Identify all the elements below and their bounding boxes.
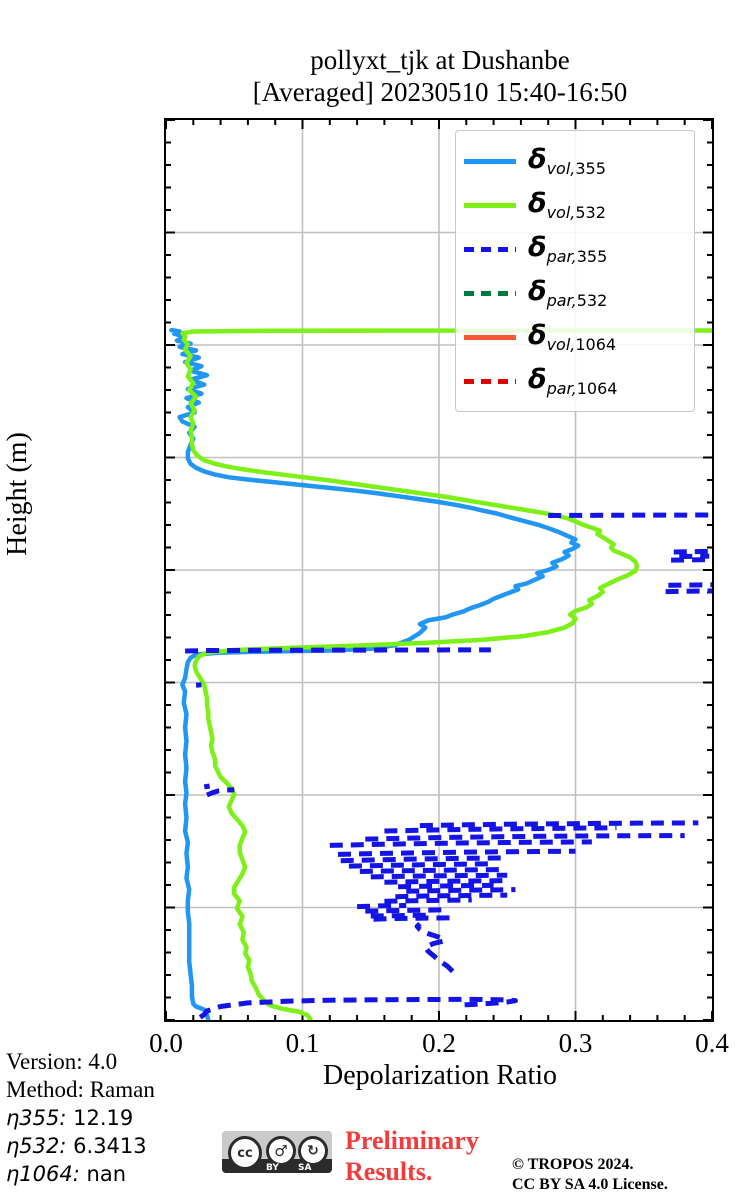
title-line-1: pollyxt_tjk at Dushanbe xyxy=(310,45,570,75)
legend-label-delta-vol-355: δvol,355 xyxy=(528,144,606,178)
copyright-line-2: CC BY SA 4.0 License. xyxy=(512,1176,668,1193)
copyright-line-1: © TROPOS 2024. xyxy=(512,1156,634,1173)
eta355-line: η355: 12.19 xyxy=(6,1104,155,1132)
eta355-value: 12.19 xyxy=(73,1106,134,1130)
eta1064-value: nan xyxy=(86,1162,127,1186)
chart-title: pollyxt_tjk at Dushanbe [Averaged] 20230… xyxy=(164,44,716,108)
x-tick-label: 0.1 xyxy=(285,1028,320,1058)
legend-label-delta-vol-1064: δvol,1064 xyxy=(528,320,617,354)
series-delta_vol_532 xyxy=(180,328,712,1020)
plot-canvas xyxy=(166,120,712,1020)
x-tick-label: 0.4 xyxy=(695,1028,729,1058)
preliminary-line-2: Results. xyxy=(345,1157,433,1186)
legend-item-delta-vol-1064: δvol,1064 xyxy=(464,315,686,359)
x-tick-label: 0.2 xyxy=(422,1028,456,1058)
title-line-2: [Averaged] 20230510 15:40-16:50 xyxy=(252,77,628,107)
series-delta_par_355 xyxy=(185,512,712,1020)
legend-item-delta-vol-355: δvol,355 xyxy=(464,139,686,183)
cc-by-label: BY xyxy=(266,1163,279,1173)
legend-label-delta-par-1064: δpar,1064 xyxy=(528,364,618,398)
chart-legend: δvol,355 δvol,532 δpar,355 δpar,532 δvol,106… xyxy=(455,130,695,412)
legend-swatch-delta-par-355 xyxy=(464,246,516,252)
data-curves xyxy=(166,120,712,1020)
creative-commons-badge-icon: cc ♂ ↻ BY SA xyxy=(222,1131,332,1173)
legend-item-delta-vol-532: δvol,532 xyxy=(464,183,686,227)
eta532-value: 6.3413 xyxy=(73,1134,147,1158)
plot-area xyxy=(164,118,714,1022)
cc-sa-icon: ↻ xyxy=(298,1136,328,1166)
legend-item-delta-par-1064: δpar,1064 xyxy=(464,359,686,403)
legend-swatch-delta-par-1064 xyxy=(464,378,516,384)
legend-item-delta-par-355: δpar,355 xyxy=(464,227,686,271)
x-tick-label: 0.3 xyxy=(558,1028,593,1058)
minor-ticks xyxy=(166,120,712,1020)
version-line: Version: 4.0 xyxy=(6,1049,118,1074)
eta532-label: η532: xyxy=(6,1134,67,1158)
legend-swatch-delta-vol-1064 xyxy=(464,334,516,340)
eta355-label: η355: xyxy=(6,1106,67,1130)
cc-logo-icon: cc xyxy=(228,1136,262,1170)
x-tick-label: 0.0 xyxy=(149,1028,183,1058)
metadata-block: Version: 4.0 Method: Raman η355: 12.19 η… xyxy=(6,1048,155,1188)
legend-label-delta-par-355: δpar,355 xyxy=(528,232,608,266)
copyright-notice: © TROPOS 2024. CC BY SA 4.0 License. xyxy=(512,1155,668,1195)
eta1064-label: η1064: xyxy=(6,1162,80,1186)
preliminary-line-1: Preliminary xyxy=(345,1126,479,1155)
method-line: Method: Raman xyxy=(6,1077,155,1102)
cc-by-icon: ♂ xyxy=(266,1136,296,1166)
legend-label-delta-vol-532: δvol,532 xyxy=(528,188,606,222)
legend-swatch-delta-vol-532 xyxy=(464,202,516,208)
legend-swatch-delta-par-532 xyxy=(464,290,516,296)
y-axis-label: Height (m) xyxy=(1,432,33,556)
legend-label-delta-par-532: δpar,532 xyxy=(528,276,608,310)
x-axis-label: Depolarization Ratio xyxy=(322,1060,558,1091)
legend-swatch-delta-vol-355 xyxy=(464,158,516,164)
preliminary-results-notice: Preliminary Results. xyxy=(345,1125,479,1187)
eta532-line: η532: 6.3413 xyxy=(6,1132,155,1160)
eta1064-line: η1064: nan xyxy=(6,1160,155,1188)
legend-item-delta-par-532: δpar,532 xyxy=(464,271,686,315)
cc-sa-label: SA xyxy=(298,1163,312,1173)
